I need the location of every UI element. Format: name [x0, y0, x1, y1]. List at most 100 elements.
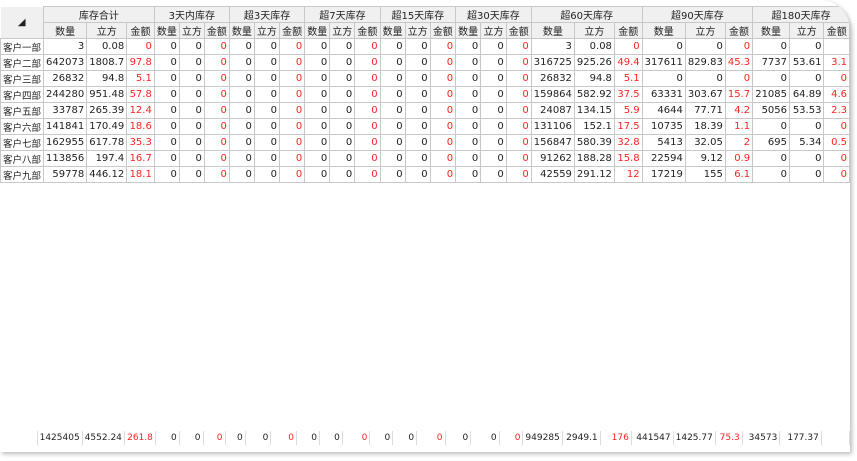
table-row[interactable]: 客户八部 113856 197.4 16.7 0 0 0 0 0 0 0 0 0 0 0 0 0 0 0 91262 1…	[0, 150, 850, 167]
total-cell: 34573	[742, 431, 781, 445]
group-header[interactable]: 3天内库存	[153, 6, 230, 23]
cell: 0	[228, 102, 255, 119]
cell: 0	[203, 134, 230, 151]
cell: 0	[253, 166, 281, 183]
column-header[interactable]: 数量	[530, 22, 575, 39]
total-cell: 177.37	[779, 431, 822, 445]
column-header[interactable]: 金额	[429, 22, 457, 39]
table-row[interactable]: 客户七部 162955 617.78 35.3 0 0 0 0 0 0 0 0 0 0 0 0 0 0 0 15684…	[0, 134, 850, 151]
group-header[interactable]: 超15天库存	[379, 6, 457, 23]
table-row[interactable]: 客户四部 244280 951.48 57.8 0 0 0 0 0 0 0 0 0 0 0 0 0 0 0 15986…	[0, 86, 850, 103]
table-row[interactable]: 客户六部 141841 170.49 18.6 0 0 0 0 0 0 0 0 0 0 0 0 0 0 0 13110…	[0, 118, 850, 135]
cell: 0	[404, 86, 431, 103]
cell: 5413	[641, 134, 686, 151]
cell: 0	[153, 118, 180, 135]
column-header[interactable]: 立方	[329, 22, 356, 39]
cell: 0	[480, 166, 507, 183]
column-header[interactable]: 金额	[724, 22, 754, 39]
column-header[interactable]: 金额	[203, 22, 230, 39]
total-cell: 75.3	[715, 431, 743, 445]
cell: 0	[329, 86, 356, 103]
table-row[interactable]: 客户一部 3 0.08 0 0 0 0 0 0 0 0 0 0 0 0 0 0 0 0 3 0.08 0 0 0 0 0 0	[0, 38, 850, 55]
row-header: 客户一部	[0, 38, 45, 55]
cell: 0	[228, 86, 255, 103]
column-header[interactable]: 金额	[354, 22, 381, 39]
group-header[interactable]: 库存合计	[43, 6, 155, 23]
cell: 0	[329, 38, 356, 55]
group-header[interactable]: 超90天库存	[641, 6, 754, 23]
cell: 0	[379, 70, 406, 87]
row-header: 客户八部	[0, 150, 45, 167]
cell: 0	[455, 134, 482, 151]
column-header[interactable]: 金额	[279, 22, 306, 39]
column-header[interactable]: 数量	[304, 22, 331, 39]
group-header[interactable]: 超60天库存	[530, 6, 643, 23]
group-header[interactable]: 超3天库存	[228, 6, 306, 23]
column-header[interactable]: 金额	[823, 22, 850, 39]
column-header[interactable]: 数量	[153, 22, 180, 39]
corner-cell[interactable]: ◢	[0, 6, 44, 39]
column-header[interactable]: 立方	[253, 22, 281, 39]
total-cell: 0	[203, 431, 226, 445]
cell: 580.39	[573, 134, 615, 151]
column-header[interactable]: 立方	[684, 22, 726, 39]
cell: 113856	[43, 150, 88, 167]
group-header[interactable]: 超180天库存	[752, 6, 850, 23]
cell: 0	[253, 54, 281, 71]
cell: 0	[153, 134, 180, 151]
column-header[interactable]: 金额	[126, 22, 155, 39]
cell: 0	[153, 102, 180, 119]
cell: 0	[613, 38, 643, 55]
table-row[interactable]: 客户五部 33787 265.39 12.4 0 0 0 0 0 0 0 0 0 0 0 0 0 0 0 24087 1…	[0, 102, 850, 119]
table-row[interactable]: 客户三部 26832 94.8 5.1 0 0 0 0 0 0 0 0 0 0 0 0 0 0 0 26832 94.8…	[0, 70, 850, 87]
column-header[interactable]: 数量	[455, 22, 482, 39]
table-row[interactable]: 客户九部 59778 446.12 18.1 0 0 0 0 0 0 0 0 0 0 0 0 0 0 0 42559 2…	[0, 166, 850, 183]
cell: 0	[354, 118, 381, 135]
cell: 0	[203, 150, 230, 167]
column-header[interactable]: 立方	[178, 22, 205, 39]
cell: 0	[505, 134, 532, 151]
column-header[interactable]: 立方	[404, 22, 431, 39]
row-header: 客户五部	[0, 102, 45, 119]
column-header[interactable]: 数量	[43, 22, 88, 39]
cell: 0	[789, 70, 825, 87]
cell: 63331	[641, 86, 686, 103]
table-row[interactable]: 客户二部 642073 1808.7 97.8 0 0 0 0 0 0 0 0 0 0 0 0 0 0 0 31672…	[0, 54, 850, 71]
cell: 0	[724, 38, 754, 55]
column-header[interactable]: 立方	[573, 22, 615, 39]
cell: 0	[789, 118, 825, 135]
cell: 0	[304, 38, 331, 55]
cell: 0	[279, 86, 306, 103]
cell: 5056	[752, 102, 791, 119]
cell: 0	[752, 70, 791, 87]
cell: 0	[354, 150, 381, 167]
cell: 0	[429, 134, 457, 151]
total-cell: 0	[445, 431, 472, 445]
column-header[interactable]: 数量	[752, 22, 791, 39]
column-header[interactable]: 立方	[789, 22, 825, 39]
column-header[interactable]: 数量	[379, 22, 406, 39]
cell: 0	[203, 54, 230, 71]
cell: 0	[480, 150, 507, 167]
cell: 0	[178, 150, 205, 167]
row-header: 客户二部	[0, 54, 45, 71]
total-label	[0, 431, 38, 445]
column-header[interactable]: 金额	[613, 22, 643, 39]
group-header[interactable]: 超7天库存	[304, 6, 381, 23]
total-cell: 1425405	[37, 431, 83, 445]
column-header[interactable]: 数量	[641, 22, 686, 39]
group-header[interactable]: 超30天库存	[455, 6, 532, 23]
row-header: 客户六部	[0, 118, 45, 135]
cell: 15.8	[613, 150, 643, 167]
cell: 0	[279, 70, 306, 87]
cell: 0	[505, 102, 532, 119]
cell: 131106	[530, 118, 575, 135]
column-header[interactable]: 立方	[480, 22, 507, 39]
cell: 0	[304, 86, 331, 103]
cell: 94.8	[573, 70, 615, 87]
column-header[interactable]: 立方	[86, 22, 128, 39]
column-header[interactable]: 数量	[228, 22, 255, 39]
cell: 7737	[752, 54, 791, 71]
column-header[interactable]: 金额	[505, 22, 532, 39]
cell: 0	[153, 54, 180, 71]
